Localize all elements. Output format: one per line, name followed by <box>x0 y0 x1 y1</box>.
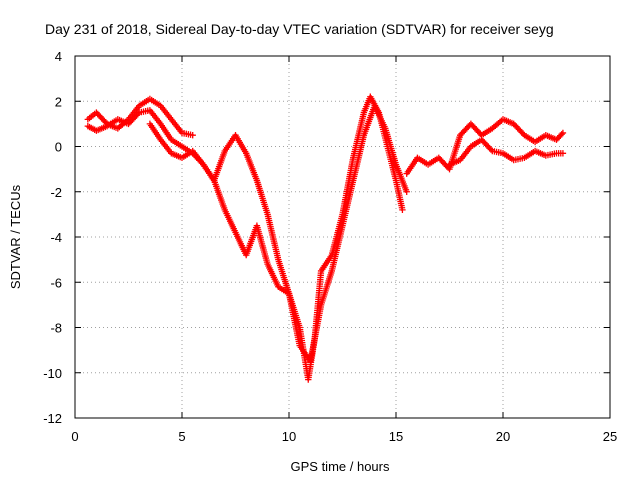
x-tick-label: 25 <box>603 429 617 444</box>
series-track-c <box>146 102 410 365</box>
x-tick-label: 10 <box>282 429 296 444</box>
data-point <box>403 188 410 195</box>
series-track-b <box>84 93 406 383</box>
x-tick-label: 0 <box>71 429 78 444</box>
data-points <box>84 93 567 383</box>
y-axis-label: SDTVAR / TECUs <box>8 184 23 289</box>
data-point <box>559 150 567 157</box>
x-axis-label: GPS time / hours <box>291 459 390 474</box>
plot-frame <box>74 55 611 419</box>
y-tick-label: -4 <box>50 230 62 245</box>
data-point <box>399 206 406 214</box>
y-tick-label: -8 <box>50 321 62 336</box>
data-point <box>189 131 196 139</box>
x-tick-label: 5 <box>178 429 185 444</box>
data-point <box>559 129 567 137</box>
y-tick-label: 2 <box>55 94 62 109</box>
y-tick-label: -12 <box>43 411 62 426</box>
chart-title: Day 231 of 2018, Sidereal Day-to-day VTE… <box>45 21 554 37</box>
x-tick-label: 15 <box>389 429 403 444</box>
data-point <box>134 110 142 118</box>
y-tick-label: -10 <box>43 366 62 381</box>
y-tick-label: 4 <box>55 49 62 64</box>
data-point <box>487 146 495 153</box>
x-tick-label: 20 <box>496 429 510 444</box>
series-track-a <box>84 95 196 139</box>
series-track-d <box>403 116 567 177</box>
y-tick-label: 0 <box>55 140 62 155</box>
y-tick-label: -2 <box>50 185 62 200</box>
series-track-e <box>446 136 567 168</box>
gridlines <box>75 56 610 418</box>
data-point <box>558 131 565 138</box>
y-tick-label: -6 <box>50 275 62 290</box>
